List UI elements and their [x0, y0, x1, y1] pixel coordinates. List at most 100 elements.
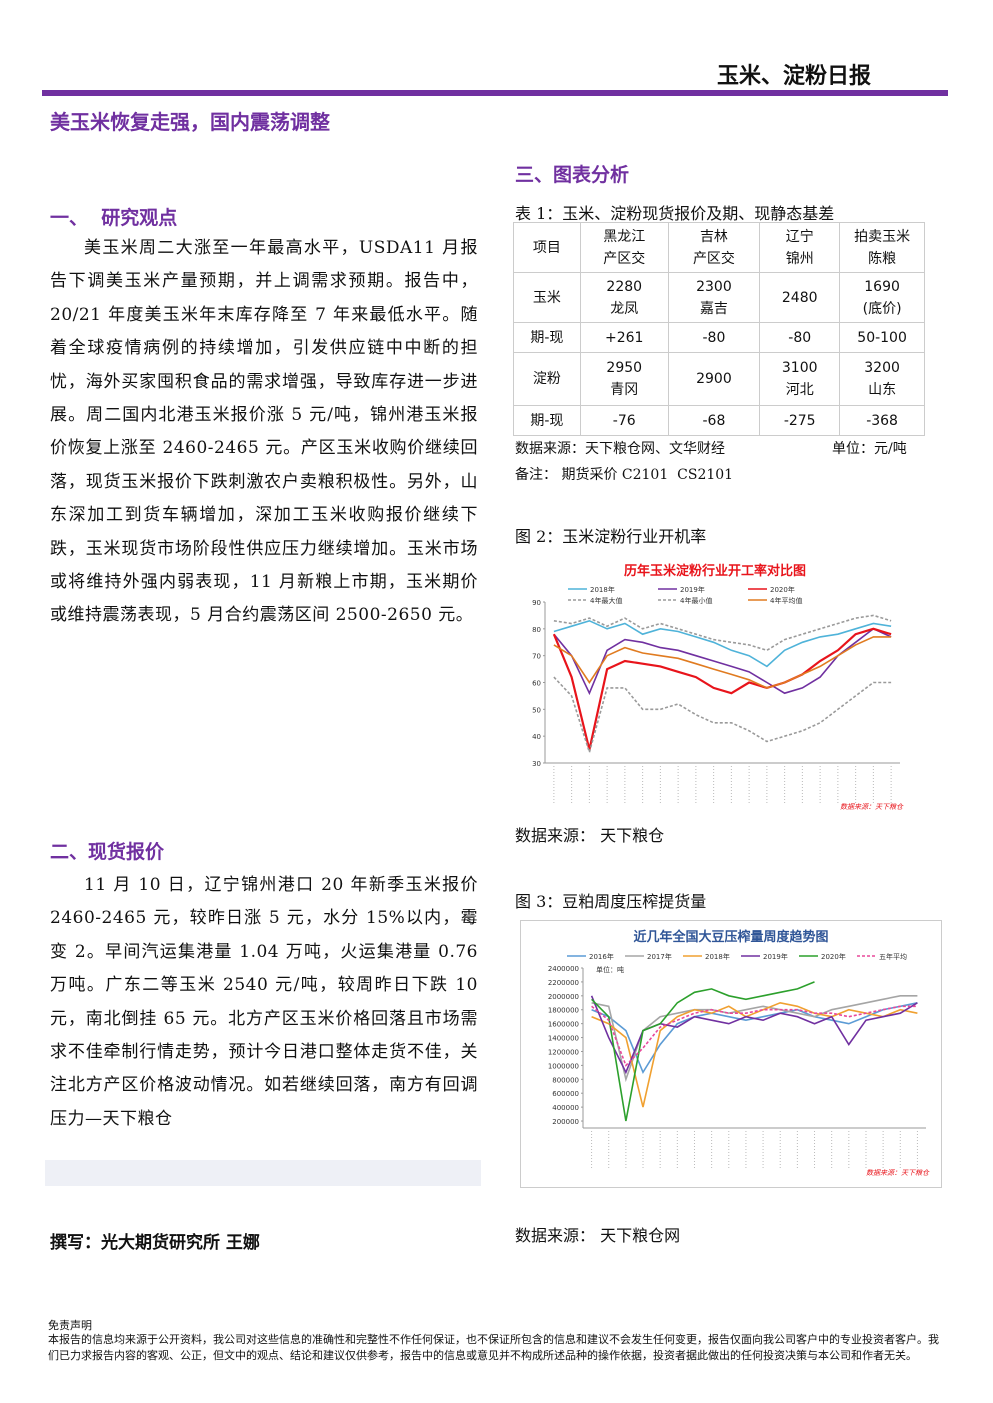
- legend-label: 2019年: [680, 585, 705, 594]
- section-title: 一、 研究观点: [50, 207, 178, 229]
- table-cell: 3100 河北: [759, 352, 841, 406]
- figure-caption: 图 3：豆粕周度压榨提货量: [515, 892, 707, 911]
- cell-text: 2300: [696, 278, 732, 295]
- legend-label: 2016年: [589, 952, 614, 961]
- cell-text: -80: [702, 329, 726, 346]
- headline: 美玉米恢复走强，国内震荡调整: [50, 110, 330, 134]
- cell-text: 淀粉: [532, 371, 561, 387]
- series-line: [553, 619, 892, 668]
- table-cell: 辽宁 锦州: [759, 222, 841, 273]
- cell-text: 期-现: [530, 412, 564, 429]
- table-cell: -76: [579, 405, 669, 436]
- table-cell: 2480: [759, 272, 841, 323]
- cell-text: -275: [783, 412, 816, 429]
- y-tick-label: 60: [532, 680, 541, 688]
- table-cell: 2900: [667, 352, 761, 406]
- cell-text: -76: [612, 412, 636, 429]
- table-row: 期-现 +261 -80 -80 50-100: [513, 322, 925, 353]
- report-name: 玉米、淀粉日报: [716, 63, 871, 89]
- cell-text: 2480: [781, 289, 818, 306]
- section-title: 三、图表分析: [515, 164, 630, 186]
- chart-source: 数据来源：天下粮仓: [866, 1169, 930, 1177]
- table-cell: -68: [667, 405, 761, 436]
- series-line: [553, 627, 892, 696]
- table-cell: 2280 龙凤: [579, 272, 669, 323]
- cell-text: 龙凤: [610, 300, 639, 317]
- table-cell: -80: [667, 322, 761, 353]
- table-cell: 黑龙江 产区交: [579, 222, 669, 273]
- y-tick-label: 2200000: [548, 979, 579, 987]
- y-tick-label: 1200000: [548, 1048, 579, 1056]
- figure-source: 数据来源： 天下粮仓网: [515, 1226, 681, 1245]
- y-tick-label: 1800000: [548, 1007, 579, 1015]
- table-cell: -368: [839, 405, 925, 436]
- series-line: [591, 981, 815, 1122]
- series-line: [553, 676, 892, 756]
- legend-label: 2017年: [647, 952, 672, 961]
- table-cell: 期-现: [513, 322, 581, 353]
- cell-text: 2900: [696, 371, 732, 387]
- disclaimer-title: 免责声明: [48, 1319, 92, 1332]
- cell-text: 50-100: [857, 329, 907, 346]
- table-cell: 50-100: [839, 322, 925, 353]
- legend-label: 2020年: [821, 952, 846, 961]
- legend-label: 2020年: [770, 585, 795, 594]
- y-tick-label: 2000000: [548, 993, 579, 1001]
- table-cell: 项目: [513, 222, 581, 273]
- cell-text: +261: [605, 329, 644, 346]
- cell-text: 期-现: [530, 329, 564, 346]
- y-tick-label: 400000: [552, 1104, 579, 1112]
- y-tick-label: 90: [532, 599, 541, 607]
- table-cell: 3200 山东: [839, 352, 925, 406]
- cell-text: 3100: [781, 360, 818, 376]
- table-cell: 2950 青冈: [579, 352, 669, 406]
- cell-text: 玉米: [532, 289, 561, 306]
- cell-text: 嘉吉: [699, 300, 728, 317]
- cell-text: 产区交: [603, 250, 646, 267]
- y-tick-label: 800000: [552, 1076, 579, 1084]
- table-cell: 期-现: [513, 405, 581, 436]
- unit-label: 单位：吨: [596, 965, 624, 974]
- table-row: 期-现 -76 -68 -275 -368: [513, 405, 925, 436]
- shade-bar: [45, 1160, 481, 1186]
- chart-title: 历年玉米淀粉行业开工率对比图: [624, 563, 806, 579]
- cell-text: 黑龙江: [603, 228, 646, 245]
- header-bar: [42, 90, 948, 96]
- legend-label: 4年最小值: [680, 596, 712, 605]
- series-line: [553, 636, 892, 689]
- cell-text: 山东: [868, 382, 897, 398]
- cell-text: 拍卖玉米: [854, 228, 911, 245]
- legend-label: 4年最大值: [590, 596, 622, 605]
- table-cell: 玉米: [513, 272, 581, 323]
- table-cell: -80: [759, 322, 841, 353]
- section-title: 二、现货报价: [50, 841, 165, 863]
- legend-label: 五年平均: [879, 952, 907, 961]
- table-caption: 表 1：玉米、淀粉现货报价及期、现静态基差: [515, 204, 835, 223]
- chart-title: 近几年全国大豆压榨量周度趋势图: [633, 929, 828, 945]
- paragraph: 美玉米周二大涨至一年最高水平，USDA11 月报告下调美玉米产量预期，并上调需求…: [50, 238, 478, 626]
- series-line: [552, 627, 892, 750]
- cell-text: -80: [788, 329, 812, 346]
- legend-label: 2019年: [763, 952, 788, 961]
- chart-source: 数据来源：天下粮仓: [840, 803, 904, 811]
- y-tick-label: 1000000: [548, 1062, 579, 1070]
- table-row: 项目 黑龙江 产区交 吉林 产区交 辽宁 锦州 拍卖玉米 陈粮: [513, 222, 925, 273]
- table-row: 淀粉 2950 青冈 2900 3100 河北 3200 山东: [513, 352, 925, 406]
- cell-text: 辽宁: [785, 228, 814, 245]
- table-cell: 1690 (底价): [839, 272, 925, 323]
- table-cell: 淀粉: [513, 352, 581, 406]
- series-line: [591, 1001, 918, 1108]
- legend-label: 4年平均值: [770, 596, 802, 605]
- y-tick-label: 1400000: [548, 1035, 579, 1043]
- paragraph: 11 月 10 日，辽宁锦州港口 20 年新季玉米报价 2460-2465 元，…: [50, 875, 478, 1129]
- cell-text: 2280: [606, 278, 643, 295]
- table-cell: +261: [579, 322, 669, 353]
- legend-label: 2018年: [705, 952, 730, 961]
- y-tick-label: 600000: [552, 1090, 579, 1098]
- cell-text: 河北: [785, 382, 814, 398]
- table-cell: 2300 嘉吉: [667, 272, 761, 323]
- chart: 近几年全国大豆压榨量周度趋势图 200000 400000 600000 800000 1…: [520, 920, 942, 1188]
- y-tick-label: 50: [532, 706, 541, 714]
- y-tick-label: 2400000: [548, 965, 579, 973]
